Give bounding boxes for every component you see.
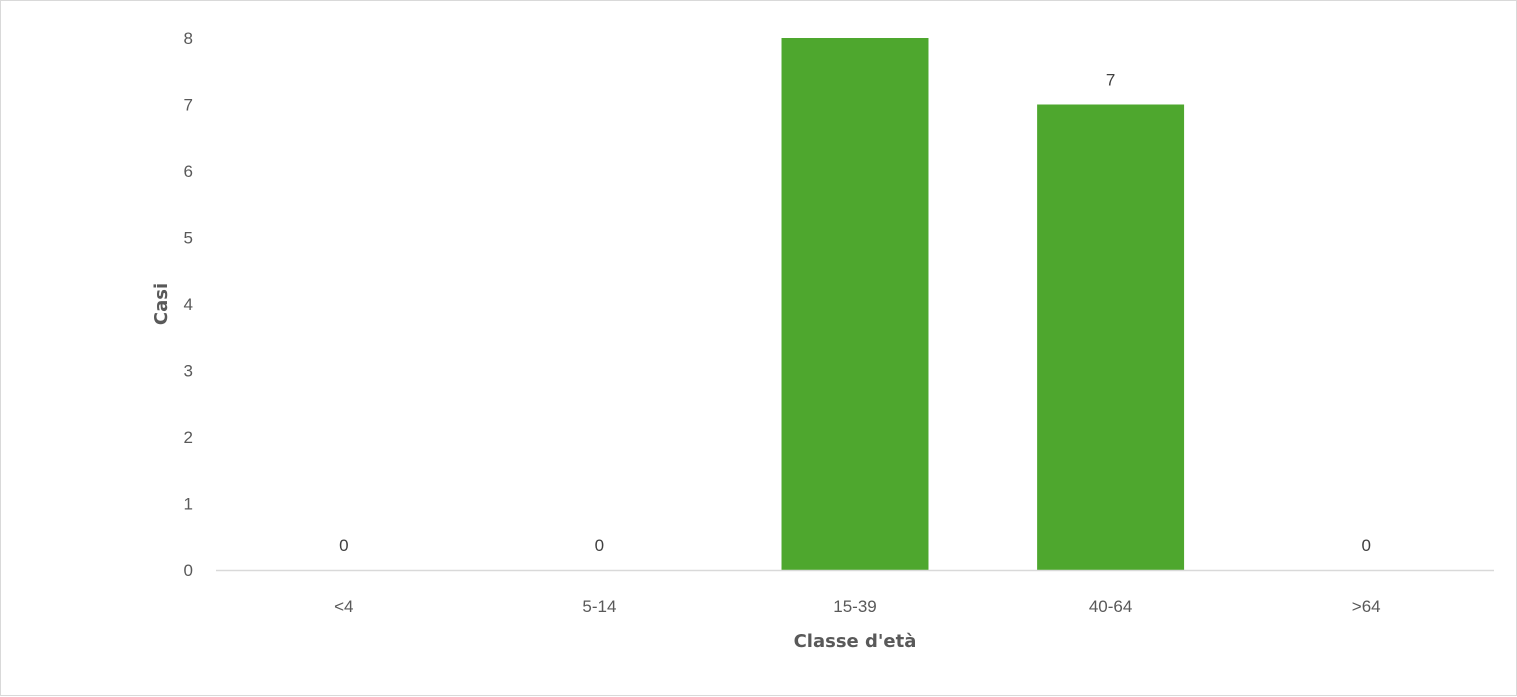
x-axis-title: Classe d'età — [794, 631, 917, 652]
y-tick-label: 5 — [184, 229, 193, 248]
y-tick-label: 6 — [184, 162, 193, 181]
y-axis-ticks: 0 1 2 3 4 5 6 7 8 — [184, 29, 193, 580]
y-tick-label: 8 — [184, 29, 193, 48]
x-tick-label: >64 — [1352, 597, 1381, 616]
x-axis-ticks: <4 5-14 15-39 40-64 >64 — [334, 597, 1381, 616]
x-tick-label: <4 — [334, 597, 353, 616]
data-labels: 0 0 7 0 — [339, 71, 1371, 556]
x-tick-label: 15-39 — [833, 597, 876, 616]
bars — [781, 38, 1185, 570]
x-tick-label: 5-14 — [582, 597, 616, 616]
y-tick-label: 7 — [184, 96, 193, 115]
y-tick-label: 2 — [184, 428, 193, 447]
data-label: 7 — [1106, 71, 1115, 90]
y-axis-title: Casi — [151, 283, 172, 325]
y-tick-label: 0 — [184, 561, 193, 580]
data-label: 0 — [595, 536, 604, 555]
y-tick-label: 3 — [184, 362, 193, 381]
bar — [781, 38, 929, 570]
y-tick-label: 1 — [184, 495, 193, 514]
data-label: 0 — [339, 536, 348, 555]
x-tick-label: 40-64 — [1089, 597, 1132, 616]
y-tick-label: 4 — [184, 295, 193, 314]
bar — [1037, 104, 1185, 570]
data-label: 0 — [1361, 536, 1370, 555]
